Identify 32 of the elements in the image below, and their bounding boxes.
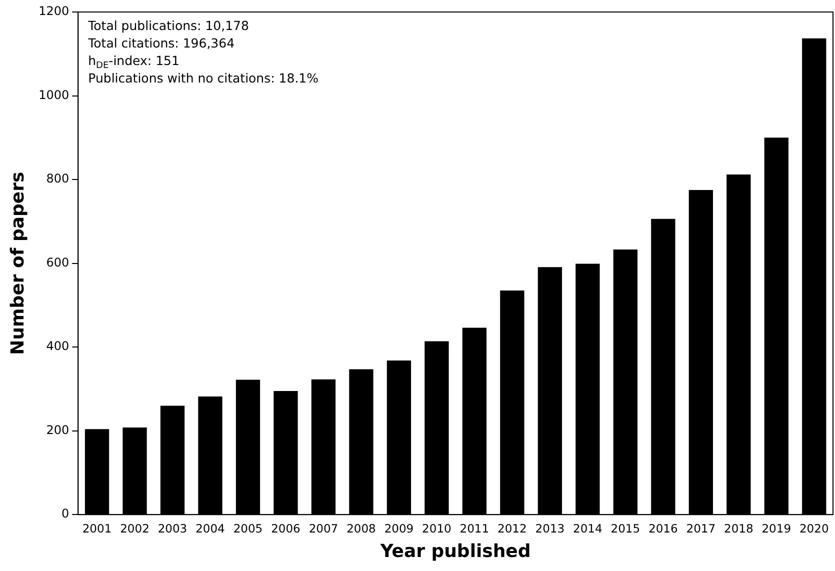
x-tick-label: 2003	[158, 521, 188, 536]
x-tick-label: 2013	[535, 521, 565, 536]
x-tick-label: 2010	[422, 521, 452, 536]
y-tick-label: 1200	[38, 4, 70, 18]
x-tick-label: 2005	[233, 521, 263, 536]
x-tick-label: 2017	[686, 521, 716, 536]
y-tick-label: 600	[46, 255, 70, 270]
x-axis-title: Year published	[379, 540, 531, 562]
y-tick-label: 1000	[38, 88, 70, 102]
x-tick-label: 2001	[82, 521, 112, 536]
y-tick-label: 200	[46, 422, 70, 437]
annotation: Publications with no citations: 18.1%	[88, 70, 319, 86]
x-tick-label: 2012	[498, 521, 527, 536]
x-tick-label: 2014	[573, 521, 602, 536]
x-tick-label: 2002	[120, 521, 150, 536]
y-axis-title: Number of papers	[7, 172, 28, 355]
x-tick-label: 2007	[308, 521, 338, 536]
x-tick-label: 2009	[384, 521, 414, 536]
y-tick-label: 0	[62, 506, 70, 521]
x-tick-label: 2006	[271, 521, 300, 536]
y-tick-label: 400	[46, 339, 70, 354]
y-tick-label: 800	[46, 172, 70, 186]
x-tick-label: 2015	[610, 521, 640, 536]
annotation: Total citations: 196,364	[87, 36, 235, 50]
x-tick-label: 2008	[346, 521, 376, 536]
x-tick-label: 2004	[196, 521, 225, 536]
x-tick-label: 2018	[724, 521, 754, 536]
x-tick-label: 2020	[799, 521, 829, 536]
x-tick-label: 2016	[648, 521, 678, 536]
x-tick-label: 2019	[762, 521, 792, 536]
x-tick-label: 2011	[460, 521, 490, 536]
annotation: Total publications: 10,178	[87, 18, 249, 33]
